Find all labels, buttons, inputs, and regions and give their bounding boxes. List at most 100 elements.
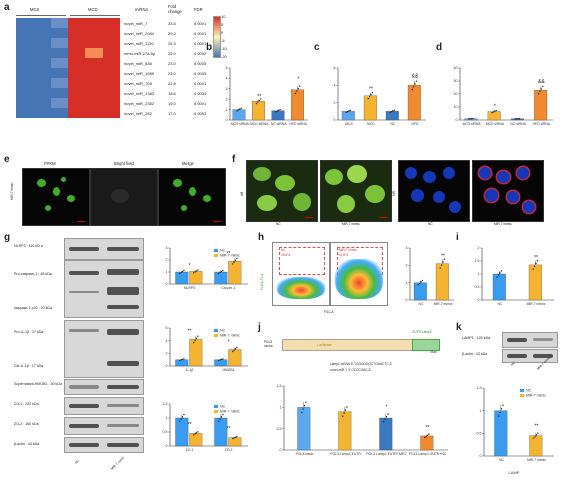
y-tick-label: 0.5: [477, 432, 482, 436]
heatmap-cell: [50, 48, 69, 59]
panel-label-e: e: [4, 154, 10, 165]
data-point: [197, 269, 199, 271]
heatmap-scale-tick: -5: [221, 38, 225, 43]
heatmap-cell: [68, 88, 86, 99]
x-tick-label: NLRP3: [184, 286, 195, 290]
data-point: [232, 437, 234, 440]
heatmap-cell: [102, 38, 121, 49]
data-point: [439, 267, 441, 269]
data-point: [234, 259, 237, 261]
data-point: [222, 413, 224, 416]
data-point: [219, 271, 221, 274]
significance-mark: **: [188, 422, 192, 428]
bar: [528, 264, 542, 301]
g-blot-label-7: ZO-2 : 160 kDa: [14, 422, 39, 426]
heatmap-cell: [16, 58, 34, 69]
heatmap-scale-tick: -20: [221, 54, 227, 59]
data-point: [193, 272, 195, 274]
j-utr-box: [412, 339, 440, 351]
data-point: [218, 359, 220, 362]
bar: [407, 85, 421, 121]
heatmap-panel: MCS MCD miRNA Fold change FDR novel_miR_…: [14, 4, 234, 122]
data-point: [533, 265, 536, 268]
data-point: [343, 412, 345, 414]
heatmap-row-mirna: novel_miR_7: [124, 21, 148, 26]
heatmap-cell: [85, 108, 103, 119]
heatmap-cell: [33, 48, 51, 59]
legend-label: NC: [220, 405, 226, 409]
g-blot-label-0: NLRP3 : 110 kD a: [14, 244, 43, 248]
data-point: [220, 358, 223, 361]
data-point: [255, 102, 258, 105]
g-blot-label-8: β-actin : 43 kDa: [14, 442, 40, 446]
data-point: [239, 108, 241, 110]
bar: [529, 435, 543, 457]
x-tick-label: NC: [498, 302, 503, 306]
heatmap-row-fdr: 0.0053: [194, 111, 207, 116]
x-tick-label: PGL3-Lamp1 3'UTR+NC: [409, 452, 447, 456]
y-tick-label: 4: [334, 84, 336, 88]
j-xbai: XbaI: [430, 350, 437, 354]
data-point: [218, 420, 220, 423]
y-tick-label: 6: [334, 66, 336, 70]
h-flow-mimic: MiR-7 mimic 67.6%: [330, 242, 388, 306]
data-point: [183, 413, 185, 416]
data-point: [532, 268, 534, 270]
data-point: [195, 337, 198, 340]
data-point: [222, 269, 224, 272]
data-point: [183, 358, 185, 360]
group-mcs-bracket: [16, 15, 66, 16]
heatmap-cell: [50, 18, 69, 29]
g-blot-caspase: [64, 260, 144, 318]
bar: [291, 89, 305, 121]
data-point: [219, 359, 221, 361]
y-tick-label: 1.5: [277, 384, 282, 388]
heatmap-row-mirna: novel_miR_705: [124, 81, 152, 86]
y-tick-label: 2: [166, 352, 168, 356]
legend-swatch: [520, 394, 524, 397]
bar: [534, 89, 548, 121]
data-point: [472, 117, 474, 120]
x-tick-label: PGL3-Lamp1 3'UTR: [330, 452, 361, 456]
bar: [189, 433, 203, 447]
y-tick-label: 40: [454, 66, 458, 70]
g-blot-label-1: Pro-caspase-1 : 45 kDa: [14, 272, 52, 276]
data-point: [426, 434, 429, 437]
heatmap-cell: [50, 58, 69, 69]
f-image-mr-nc: [398, 160, 470, 222]
data-point: [542, 85, 544, 88]
data-point: [535, 262, 537, 265]
x-tick-label: MiR-7 mimic: [527, 302, 546, 306]
bar: [487, 111, 501, 121]
data-point: [537, 92, 540, 95]
y-tick-label: 1: [226, 108, 228, 112]
data-point: [500, 408, 503, 410]
bar: [189, 339, 203, 367]
significance-mark: *: [297, 77, 299, 83]
heatmap-cell: [85, 88, 103, 99]
y-tick-label: 0: [480, 454, 482, 458]
data-point: [258, 99, 260, 102]
bar: [464, 118, 478, 121]
legend-swatch: [214, 329, 218, 332]
heatmap-cell: [16, 28, 34, 39]
data-point: [297, 87, 299, 90]
data-point: [232, 350, 234, 353]
bar: [341, 111, 355, 121]
data-point: [236, 110, 238, 112]
heatmap-row-fold: 17.0: [168, 111, 176, 116]
data-point: [440, 264, 443, 266]
data-point: [468, 118, 470, 120]
y-tick-label: 30: [454, 79, 458, 83]
f-label-mimic-2: MiR-7 mimic: [494, 222, 512, 226]
y-tick-label: 0: [478, 298, 480, 302]
e-image-bright: [90, 168, 158, 226]
f-label-mimic-1: MiR-7 mimic: [342, 222, 360, 226]
group-mcs-label: MCS: [30, 7, 40, 12]
legend-swatch: [214, 254, 218, 257]
k-x-axis-label: LAMP: [509, 470, 520, 475]
f-row-left: AB: [240, 191, 244, 196]
data-point: [219, 418, 221, 420]
g-blot-label-6: ZO-1 : 220 kDa: [14, 402, 39, 406]
data-point: [389, 111, 391, 114]
